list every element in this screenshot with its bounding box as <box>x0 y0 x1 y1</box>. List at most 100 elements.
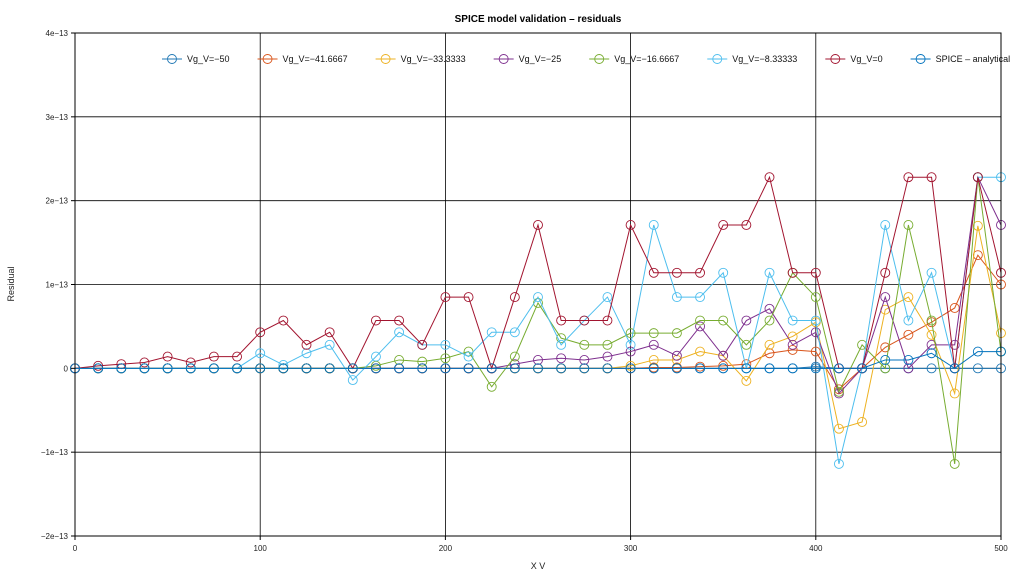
data-point <box>810 363 821 374</box>
legend-label: Vg_V=−25 <box>519 54 562 64</box>
legend-label: Vg_V=0 <box>850 54 882 64</box>
data-point <box>602 363 613 374</box>
data-point <box>834 386 844 397</box>
data-point <box>486 327 497 338</box>
data-point <box>463 292 474 303</box>
data-point <box>903 292 914 303</box>
data-point <box>371 315 381 326</box>
data-point <box>301 363 312 374</box>
data-point <box>440 353 451 364</box>
data-point <box>509 363 520 374</box>
y-axis-label: Residual <box>6 266 16 301</box>
x-tick-label: 300 <box>624 544 638 553</box>
data-point <box>556 315 567 326</box>
data-point <box>648 363 659 374</box>
data-point <box>648 339 659 350</box>
data-point <box>602 315 613 326</box>
y-axis-ticks: −2e−13 −1e−13 0 1e−13 2e−13 3e−13 4e−13 <box>41 29 75 541</box>
data-point <box>116 363 127 374</box>
data-point <box>718 315 729 326</box>
data-point <box>533 363 543 374</box>
legend-marker <box>915 54 926 64</box>
chart-title: SPICE model validation – residuals <box>455 14 622 25</box>
legend-label: Vg_V=−16.6667 <box>614 54 679 64</box>
data-point <box>440 363 451 374</box>
series <box>70 346 1006 374</box>
data-point <box>834 458 844 469</box>
data-point <box>764 172 775 183</box>
data-point <box>556 353 567 364</box>
data-point <box>486 363 497 374</box>
data-point <box>648 355 659 365</box>
legend-item: Vg_V=0 <box>825 54 883 64</box>
data-point <box>787 315 798 326</box>
data-point <box>579 315 590 326</box>
legend-marker <box>262 54 273 64</box>
data-point <box>972 172 983 183</box>
data-point <box>764 339 775 350</box>
data-point <box>648 328 659 339</box>
data-point <box>741 220 752 230</box>
data-point <box>741 339 752 350</box>
legend-marker <box>380 54 391 64</box>
data-point <box>232 363 243 374</box>
data-point <box>625 360 636 371</box>
data-point <box>810 315 821 326</box>
data-point <box>417 363 428 374</box>
data-point <box>695 321 705 332</box>
data-point <box>695 315 705 326</box>
data-point <box>810 292 821 303</box>
data-point <box>718 220 729 230</box>
data-point <box>718 360 729 371</box>
x-tick-label: 500 <box>994 544 1008 553</box>
data-point <box>949 388 960 399</box>
data-point <box>764 315 775 326</box>
data-point <box>810 267 821 278</box>
data-point <box>834 363 844 374</box>
data-point <box>602 339 613 350</box>
data-point <box>278 315 289 326</box>
data-point <box>324 327 335 338</box>
data-point <box>787 331 798 342</box>
data-point <box>394 327 405 338</box>
data-point <box>278 363 289 374</box>
data-point <box>301 348 312 359</box>
data-point <box>93 360 104 371</box>
data-point <box>949 339 960 350</box>
legend-marker <box>830 54 841 64</box>
data-point <box>509 327 520 338</box>
legend-label: Vg_V=−33.3333 <box>401 54 466 64</box>
data-point <box>93 363 104 374</box>
data-point <box>926 329 937 340</box>
data-point <box>718 363 729 374</box>
data-point <box>602 351 613 362</box>
y-tick-label: −2e−13 <box>41 532 69 541</box>
data-point <box>972 346 983 357</box>
legend-marker <box>167 54 177 64</box>
data-point <box>926 267 937 278</box>
series-line <box>75 351 1001 369</box>
data-point <box>718 267 729 278</box>
legend-item: Vg_V=−25 <box>493 54 562 64</box>
data-point <box>695 363 705 374</box>
legend-label: Vg_V=−41.6667 <box>283 54 348 64</box>
data-point <box>278 360 289 370</box>
data-point <box>625 220 636 230</box>
x-tick-label: 100 <box>254 544 268 553</box>
data-point <box>255 363 266 374</box>
x-tick-label: 200 <box>439 544 453 553</box>
data-point <box>880 342 891 353</box>
data-point <box>880 267 891 278</box>
data-point <box>787 267 798 278</box>
legend-label: Vg_V=−8.33333 <box>732 54 797 64</box>
data-point <box>903 220 914 230</box>
data-point <box>857 417 868 427</box>
data-point <box>463 351 474 362</box>
data-point <box>903 363 914 374</box>
data-point <box>533 297 543 308</box>
legend-item: Vg_V=−41.6667 <box>257 54 348 64</box>
data-point <box>533 292 543 303</box>
data-point <box>857 363 868 374</box>
data-point <box>880 220 891 230</box>
data-point <box>671 328 682 339</box>
